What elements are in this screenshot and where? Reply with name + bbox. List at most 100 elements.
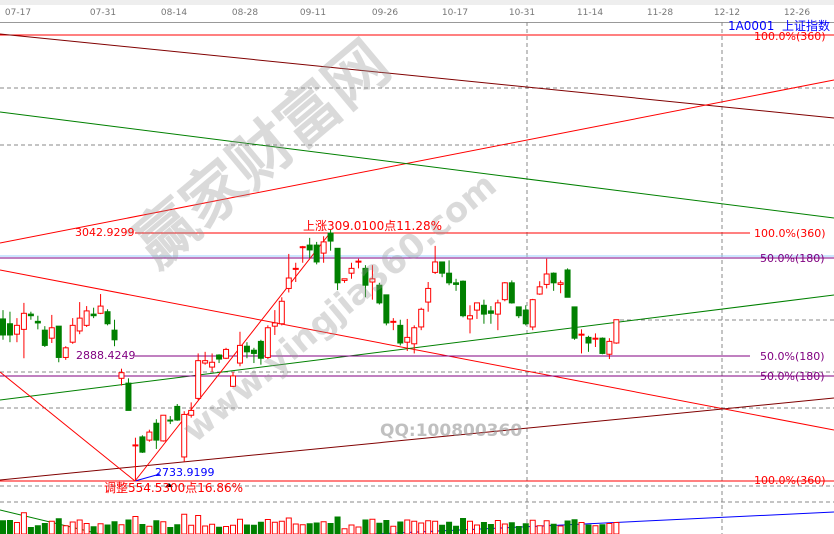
- candle-body: [543, 273, 550, 285]
- candle-body: [285, 277, 292, 289]
- rise-label: 上涨309.0100点11.28%: [303, 219, 443, 233]
- volume-bar: [501, 523, 508, 534]
- volume-bar: [209, 523, 216, 534]
- candle-body: [76, 317, 83, 332]
- candle-body: [20, 312, 27, 330]
- candle-body: [320, 241, 327, 254]
- fib-half-label-1: 50.0%(180): [760, 252, 825, 265]
- candle-body: [362, 267, 369, 286]
- volume-bar: [571, 519, 578, 534]
- candle-body: [418, 308, 425, 328]
- date-axis: 07-17 07-31 08-14 08-28 09-11 09-26 10-17 10-31…: [0, 5, 834, 23]
- candle-body: [550, 272, 557, 284]
- grid-lines: [0, 22, 834, 534]
- candle-body: [243, 345, 250, 353]
- candle-body: [453, 282, 460, 285]
- volume-bar: [529, 519, 536, 534]
- volume-bar: [439, 524, 446, 534]
- volume-bar: [320, 521, 327, 534]
- volume-bar: [446, 521, 453, 534]
- candle-body: [439, 261, 446, 274]
- date-tick: 09-11: [299, 8, 327, 18]
- channel-line: [0, 269, 834, 431]
- candle-body: [104, 311, 111, 325]
- date-tick: 11-14: [576, 8, 604, 18]
- volume-bar: [48, 520, 55, 534]
- volume-bar: [508, 522, 515, 534]
- volume-bar: [543, 520, 550, 534]
- candle-body: [341, 278, 348, 281]
- volume-bar: [578, 522, 585, 534]
- candle-body: [592, 337, 599, 340]
- volume-bar: [585, 524, 592, 534]
- qq-watermark: QQ:100800360: [380, 421, 523, 441]
- candle-body: [480, 304, 487, 315]
- volume-bar: [41, 523, 48, 534]
- candle-body: [390, 320, 397, 323]
- volume-bar: [97, 523, 104, 534]
- date-tick: 11-28: [646, 8, 674, 18]
- candle-body: [501, 282, 508, 301]
- candle-body: [355, 260, 362, 263]
- volume-bar: [167, 527, 174, 534]
- candle-body: [557, 282, 564, 285]
- candle-body: [508, 282, 515, 304]
- volume-bar: [236, 518, 243, 534]
- volume-bar: [557, 525, 564, 534]
- volume-bar: [62, 525, 69, 534]
- volume-bar: [313, 522, 320, 534]
- candle-body: [223, 348, 230, 359]
- date-tick: 12-26: [783, 8, 811, 18]
- channel-line: [0, 79, 834, 244]
- volume-bar: [174, 524, 181, 534]
- candle-body: [383, 294, 390, 324]
- candle-body: [571, 306, 578, 339]
- candle-body: [522, 309, 529, 325]
- candle-body: [146, 431, 153, 441]
- volume-bar: [522, 523, 529, 534]
- candle-body: [278, 300, 285, 325]
- candle-body: [216, 354, 223, 360]
- candle-body: [313, 244, 320, 263]
- volume-bar: [118, 524, 125, 534]
- candle-body: [397, 324, 404, 344]
- volume-bar: [216, 526, 223, 534]
- candle-body: [411, 327, 418, 345]
- volume-bar: [494, 520, 501, 534]
- volume-bar: [20, 512, 27, 534]
- volume-bar: [0, 520, 6, 534]
- low-marker-line: [134, 473, 161, 482]
- candle-body: [230, 375, 237, 387]
- candle-body: [125, 382, 132, 411]
- date-tick: 08-28: [231, 8, 259, 18]
- volume-bar: [466, 520, 473, 534]
- candle-body: [139, 436, 146, 453]
- candle-body: [0, 318, 6, 336]
- volume-bar: [473, 524, 480, 534]
- volume-bar: [411, 520, 418, 534]
- channel-line: [0, 397, 834, 481]
- candle-body: [466, 315, 473, 320]
- volume-bar: [306, 523, 313, 534]
- candle-body: [599, 337, 606, 354]
- volume-bar: [132, 516, 139, 534]
- volume-bar: [83, 523, 90, 534]
- volume-bar: [223, 526, 230, 534]
- volume-bar: [104, 524, 111, 534]
- volume-bar: [383, 520, 390, 534]
- candle-body: [327, 232, 334, 242]
- candle-body: [473, 302, 480, 311]
- channel-line: [0, 33, 834, 119]
- fib-low-label: 100.0%(360): [754, 474, 826, 487]
- volume-bar: [460, 518, 467, 534]
- volume-bar: [432, 520, 439, 534]
- drop-line: [0, 371, 136, 482]
- date-tick: 10-17: [441, 8, 469, 18]
- volume-bar: [327, 523, 334, 534]
- mid-price-label: 2888.4249: [76, 349, 136, 362]
- channel-line: [0, 111, 834, 219]
- candle-body: [174, 405, 181, 421]
- date-tick: 07-31: [89, 8, 117, 18]
- low-arrow-icon: [165, 483, 173, 487]
